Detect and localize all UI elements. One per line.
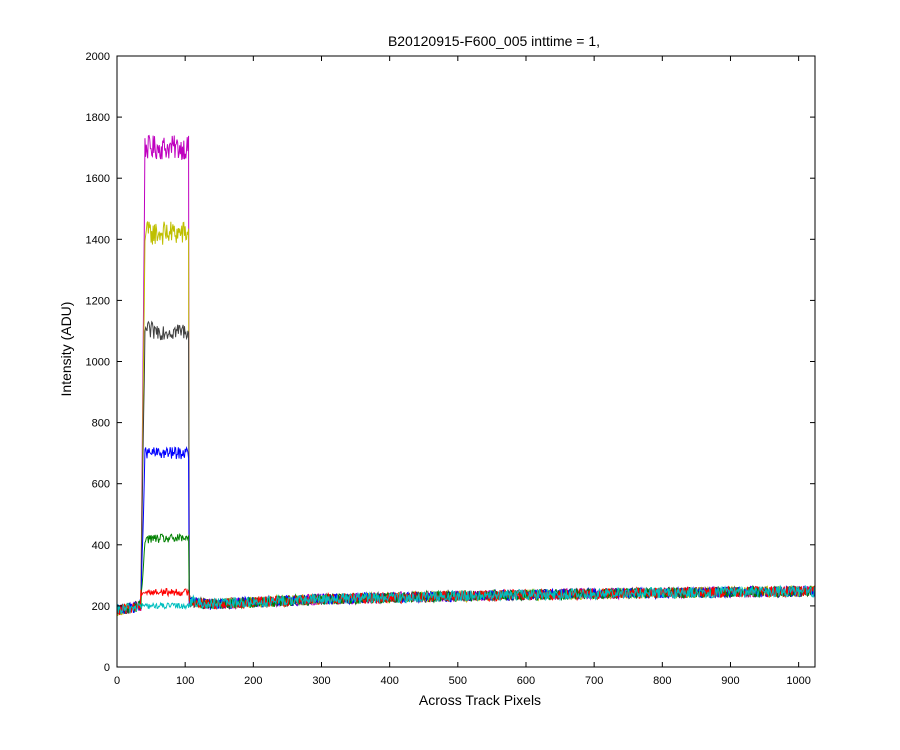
chart-title: B20120915-F600_005 inttime = 1, <box>388 33 600 49</box>
y-tick-label: 800 <box>92 418 110 430</box>
x-tick-label: 0 <box>114 675 120 687</box>
x-tick-label: 300 <box>312 675 330 687</box>
y-tick-label: 2000 <box>86 51 110 63</box>
y-tick-label: 1800 <box>86 112 110 124</box>
ticks-layer: 0 100 200 300 400 500 600 700 800 900 1000 0 200 400 6… <box>86 51 815 687</box>
y-tick-label: 200 <box>92 601 110 613</box>
y-tick-label: 1000 <box>86 357 110 369</box>
y-tick-label: 1200 <box>86 295 110 307</box>
x-tick-label: 700 <box>585 675 603 687</box>
series-line-7 <box>116 584 816 615</box>
plot-area <box>117 56 815 667</box>
y-tick-label: 0 <box>104 662 110 674</box>
y-tick-label: 1400 <box>86 234 110 246</box>
x-tick-label: 500 <box>449 675 467 687</box>
y-tick-label: 1600 <box>86 173 110 185</box>
x-tick-label: 900 <box>721 675 739 687</box>
x-tick-label: 800 <box>653 675 671 687</box>
x-tick-label: 400 <box>380 675 398 687</box>
x-tick-label: 1000 <box>786 675 810 687</box>
series-layer <box>116 134 816 616</box>
x-axis-title: Across Track Pixels <box>419 692 541 708</box>
y-tick-label: 600 <box>92 479 110 491</box>
y-axis-title: Intensity (ADU) <box>58 302 74 397</box>
x-tick-label: 100 <box>176 675 194 687</box>
x-tick-label: 600 <box>517 675 535 687</box>
y-tick-label: 400 <box>92 540 110 552</box>
x-tick-label: 200 <box>244 675 262 687</box>
